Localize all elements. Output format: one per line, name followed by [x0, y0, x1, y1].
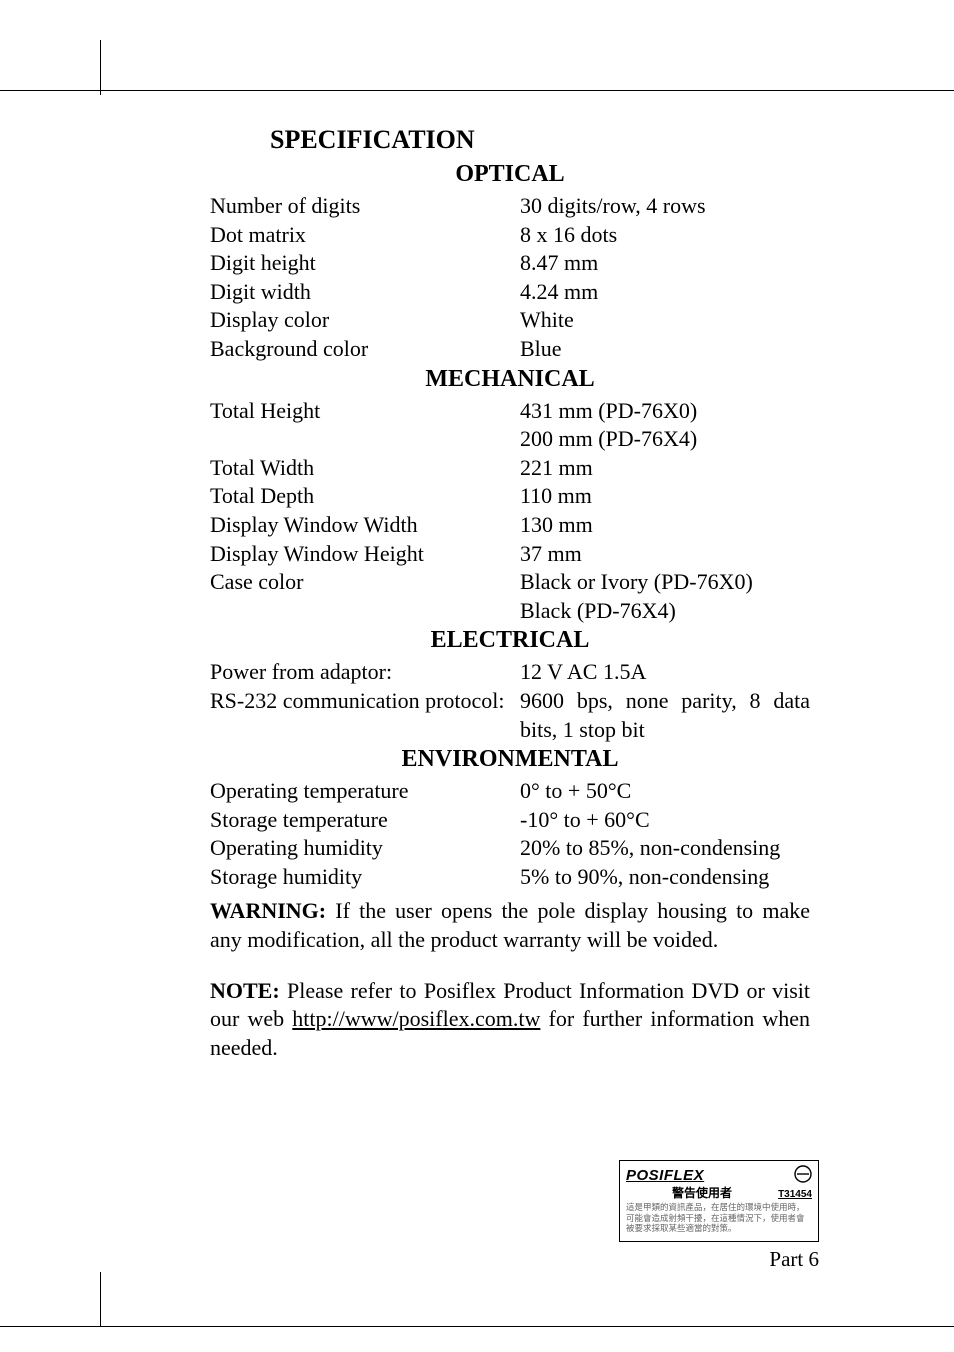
section-heading-optical: OPTICAL — [210, 161, 810, 188]
spec-value: 221 mm — [520, 454, 810, 483]
spec-value: 431 mm (PD-76X0) — [520, 397, 810, 426]
spec-label: Dot matrix — [210, 221, 520, 250]
spec-label: Display Window Width — [210, 511, 520, 540]
spec-row: Display Window Width130 mm — [210, 511, 810, 540]
spec-label: Total Height — [210, 397, 520, 426]
spec-row: RS-232 communication protocol:9600 bps, … — [210, 687, 810, 744]
cert-small-text: 這是甲類的資訊產品，在居住的環境中使用時，可能會造成射頻干擾，在這種情況下，使用… — [626, 1202, 812, 1234]
note-label: NOTE: — [210, 978, 280, 1003]
cert-top-row: POSIFLEX — [626, 1165, 812, 1186]
certification-box: POSIFLEX 警告使用者 T31454 這是甲類的資訊產品，在居住的環境中使… — [619, 1160, 819, 1242]
spec-value: 0° to + 50°C — [520, 777, 810, 806]
spec-label: Total Width — [210, 454, 520, 483]
rule-bottom — [0, 1326, 954, 1327]
spec-value: 37 mm — [520, 540, 810, 569]
spec-value: Black or Ivory (PD-76X0) — [520, 568, 810, 597]
rule-vertical-bottom — [100, 1272, 101, 1327]
cert-mid-row: 警告使用者 T31454 — [626, 1184, 812, 1201]
rule-vertical-top — [100, 40, 101, 95]
section-heading-environmental: ENVIRONMENTAL — [210, 746, 810, 773]
spec-label: Number of digits — [210, 192, 520, 221]
rule-top — [0, 90, 954, 91]
spec-label: Total Depth — [210, 482, 520, 511]
spec-row: Power from adaptor:12 V AC 1.5A — [210, 658, 810, 687]
spec-row: Storage temperature-10° to + 60°C — [210, 806, 810, 835]
spec-label: Storage humidity — [210, 863, 520, 892]
warning-label: WARNING: — [210, 898, 326, 923]
spec-row: Operating temperature0° to + 50°C — [210, 777, 810, 806]
spec-label: Operating humidity — [210, 834, 520, 863]
spec-label: Display color — [210, 306, 520, 335]
spec-label: Storage temperature — [210, 806, 520, 835]
page: SPECIFICATION OPTICAL Number of digits30… — [0, 0, 954, 1352]
spec-row: Total Width221 mm — [210, 454, 810, 483]
spec-row: Display colorWhite — [210, 306, 810, 335]
spec-row: Display Window Height37 mm — [210, 540, 810, 569]
spec-value: 30 digits/row, 4 rows — [520, 192, 810, 221]
spec-row: Digit height8.47 mm — [210, 249, 810, 278]
cert-mark-icon — [794, 1165, 812, 1186]
spec-row: Dot matrix8 x 16 dots — [210, 221, 810, 250]
spec-value: 9600 bps, none parity, 8 data bits, 1 st… — [520, 687, 810, 744]
section-heading-electrical: ELECTRICAL — [210, 627, 810, 654]
note-paragraph: NOTE: Please refer to Posiflex Product I… — [210, 977, 810, 1063]
cert-number: T31454 — [778, 1189, 812, 1200]
spec-value: 110 mm — [520, 482, 810, 511]
spec-label: Case color — [210, 568, 520, 597]
spec-row: Total Depth110 mm — [210, 482, 810, 511]
spec-value: 130 mm — [520, 511, 810, 540]
spec-value: -10° to + 60°C — [520, 806, 810, 835]
spec-value: Blue — [520, 335, 810, 364]
spec-label: Display Window Height — [210, 540, 520, 569]
spec-row: Total Height431 mm (PD-76X0) — [210, 397, 810, 426]
spec-value: 8.47 mm — [520, 249, 810, 278]
spec-row: Digit width4.24 mm — [210, 278, 810, 307]
posiflex-logo: POSIFLEX — [626, 1167, 704, 1184]
page-title: SPECIFICATION — [270, 125, 810, 155]
spec-value: 12 V AC 1.5A — [520, 658, 810, 687]
spec-label: Operating temperature — [210, 777, 520, 806]
warning-paragraph: WARNING: If the user opens the pole disp… — [210, 897, 810, 954]
spec-label: Power from adaptor: — [210, 658, 520, 687]
spec-row: Background colorBlue — [210, 335, 810, 364]
spec-value-secondary: 200 mm (PD-76X4) — [520, 425, 810, 454]
spec-value-secondary: Black (PD-76X4) — [520, 597, 810, 626]
spec-value: 20% to 85%, non-condensing — [520, 834, 810, 863]
spec-value: 5% to 90%, non-condensing — [520, 863, 810, 892]
spec-label: RS-232 communication protocol: — [210, 687, 520, 744]
content-area: SPECIFICATION OPTICAL Number of digits30… — [210, 125, 810, 1062]
spec-row: Case colorBlack or Ivory (PD-76X0) — [210, 568, 810, 597]
spec-value: White — [520, 306, 810, 335]
note-link[interactable]: http://www/posiflex.com.tw — [292, 1006, 540, 1031]
cert-warn-user: 警告使用者 — [626, 1184, 778, 1201]
spec-value: 4.24 mm — [520, 278, 810, 307]
spec-row: Operating humidity20% to 85%, non-conden… — [210, 834, 810, 863]
spec-label: Background color — [210, 335, 520, 364]
spec-label: Digit height — [210, 249, 520, 278]
page-number: Part 6 — [769, 1247, 819, 1272]
spec-row: Number of digits30 digits/row, 4 rows — [210, 192, 810, 221]
spec-row: Storage humidity5% to 90%, non-condensin… — [210, 863, 810, 892]
spec-label: Digit width — [210, 278, 520, 307]
section-heading-mechanical: MECHANICAL — [210, 366, 810, 393]
spec-value: 8 x 16 dots — [520, 221, 810, 250]
